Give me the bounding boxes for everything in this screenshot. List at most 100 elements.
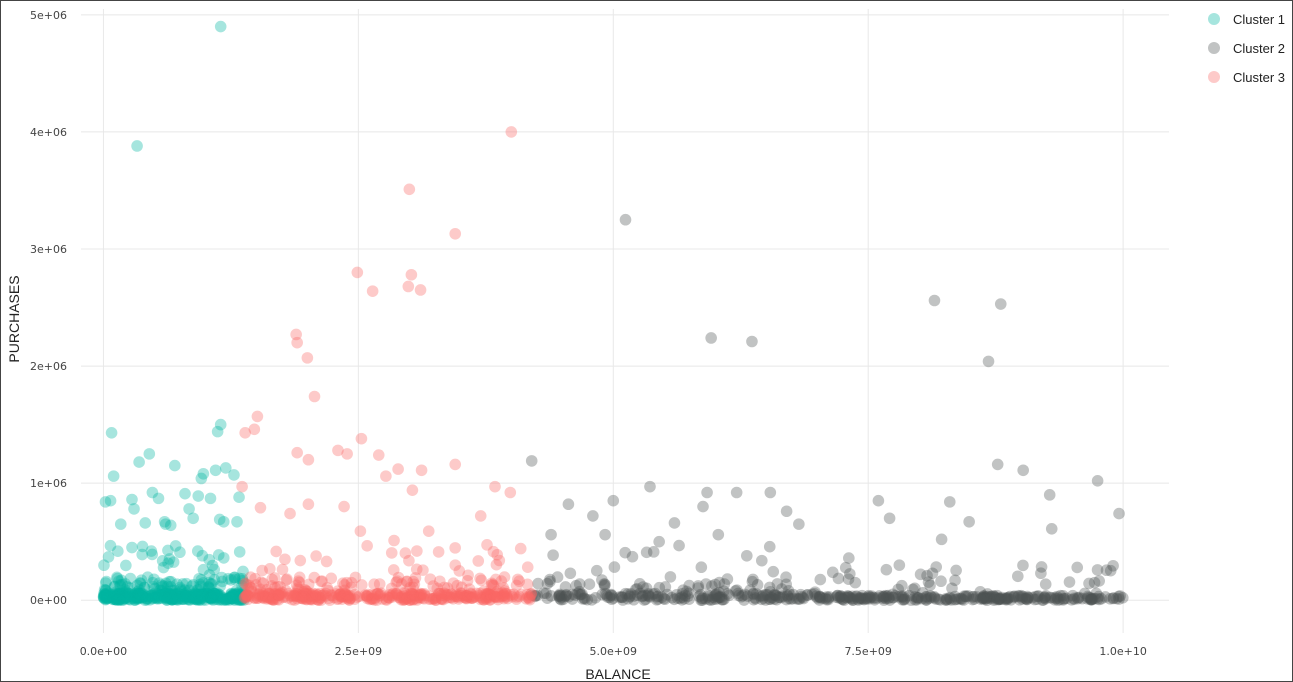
point	[164, 588, 177, 600]
point	[341, 591, 354, 603]
point	[205, 593, 218, 606]
point	[236, 594, 248, 606]
point	[401, 591, 414, 604]
point	[981, 588, 994, 600]
point	[811, 592, 824, 604]
point	[300, 593, 312, 606]
point	[98, 590, 111, 603]
point	[498, 592, 510, 605]
point	[521, 561, 534, 573]
point	[979, 592, 992, 605]
point	[501, 592, 514, 605]
point	[324, 589, 337, 601]
point	[977, 590, 990, 602]
point	[410, 592, 423, 605]
point	[459, 592, 472, 604]
point	[886, 588, 899, 601]
point	[735, 590, 748, 603]
point	[483, 593, 496, 606]
point	[882, 592, 895, 605]
point	[391, 589, 404, 602]
point	[111, 571, 123, 584]
point	[252, 590, 265, 603]
point	[395, 578, 408, 590]
point	[427, 593, 439, 605]
point	[822, 593, 835, 606]
point	[1054, 593, 1066, 606]
point	[168, 588, 181, 601]
point	[289, 589, 301, 602]
point	[478, 593, 490, 606]
point	[407, 593, 419, 606]
point	[159, 590, 172, 603]
point	[266, 573, 278, 586]
point	[540, 587, 552, 600]
legend-label-1: Cluster 1	[1233, 12, 1285, 27]
point	[244, 581, 257, 594]
point	[203, 592, 216, 604]
point	[430, 591, 442, 603]
point	[1076, 592, 1088, 605]
point	[228, 469, 240, 481]
point	[544, 573, 556, 586]
point	[537, 587, 550, 600]
point	[132, 589, 145, 602]
point	[262, 587, 275, 600]
point	[749, 593, 762, 605]
point	[269, 588, 281, 600]
point	[174, 583, 187, 596]
point	[217, 552, 230, 564]
point	[319, 587, 332, 600]
point	[208, 587, 221, 600]
point	[114, 587, 127, 600]
point	[217, 515, 230, 528]
point	[179, 584, 191, 596]
point	[992, 593, 1004, 606]
point	[763, 581, 776, 594]
point	[202, 589, 214, 601]
point	[300, 585, 312, 597]
point	[883, 594, 896, 606]
point	[499, 585, 511, 597]
point	[415, 588, 427, 601]
point	[320, 590, 332, 602]
point	[433, 587, 445, 600]
point	[780, 571, 792, 583]
point	[192, 589, 204, 601]
point	[336, 591, 348, 603]
x-tick-label-2: 5.0e+09	[590, 645, 637, 658]
point	[325, 572, 338, 585]
point	[763, 593, 776, 605]
point	[498, 589, 510, 602]
point	[298, 590, 310, 603]
point	[850, 590, 863, 602]
point	[883, 591, 896, 604]
point	[144, 590, 157, 603]
point	[647, 546, 660, 558]
point	[192, 490, 205, 502]
point	[155, 588, 168, 601]
point	[390, 576, 403, 589]
point	[205, 590, 217, 603]
point	[966, 593, 979, 606]
point	[272, 593, 285, 606]
point	[294, 554, 307, 567]
point	[882, 589, 894, 602]
point	[138, 581, 151, 594]
point	[1104, 564, 1117, 577]
point	[196, 592, 208, 605]
point	[214, 594, 227, 606]
point	[485, 589, 497, 602]
point	[175, 585, 188, 597]
point	[700, 578, 712, 590]
point	[265, 593, 277, 605]
point	[212, 593, 225, 606]
point	[992, 592, 1005, 605]
point	[237, 576, 250, 589]
point	[570, 579, 582, 592]
point	[1088, 576, 1101, 589]
point	[844, 568, 856, 580]
point	[1085, 593, 1097, 606]
point	[653, 581, 666, 594]
